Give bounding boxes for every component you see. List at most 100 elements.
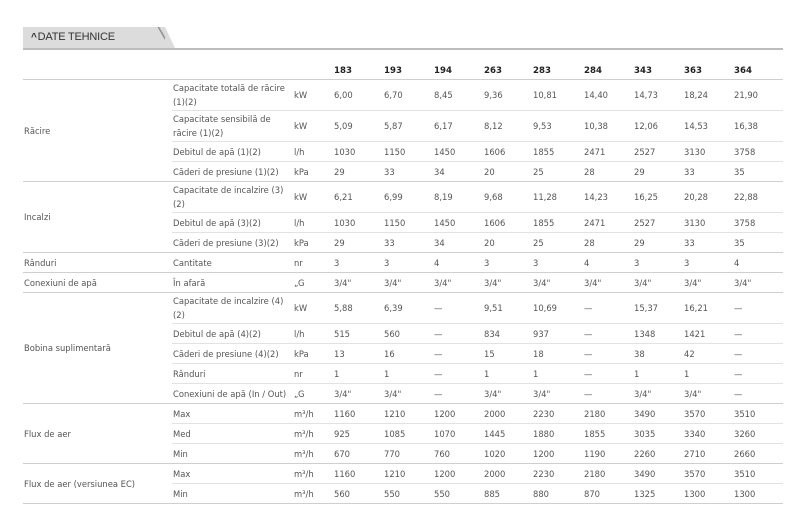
parameter-label: Med — [172, 423, 293, 444]
value-cell: 6,17 — [433, 110, 483, 142]
value-cell: 1 — [683, 363, 733, 384]
table-row: Debitul de apă (3)(2) l/h 1030 1150 1450 1606… — [23, 212, 783, 233]
value-cell: 33 — [683, 161, 733, 182]
value-cell: 3035 — [633, 423, 683, 444]
table-row: Rânduri nr 1 1—1 1—1 1— — [23, 363, 783, 384]
value-cell: 33 — [383, 161, 433, 182]
value-cell: 1210 — [383, 403, 433, 424]
value-cell: 14,40 — [583, 79, 633, 111]
value-cell: 5,87 — [383, 110, 433, 142]
table-row: Bobina suplimentară Capacitate de incalzi… — [23, 292, 783, 404]
value-cell: 2230 — [532, 403, 583, 424]
section-title[interactable]: ^DATE TEHNICE — [31, 31, 115, 43]
value-cell: 8,12 — [483, 110, 532, 142]
value-cell: 3/4" — [583, 272, 633, 293]
value-cell: 28 — [583, 232, 633, 253]
parameter-label: Debitul de apă (3)(2) — [172, 212, 293, 233]
value-cell: 4 — [733, 252, 783, 273]
value-cell: 2000 — [483, 403, 532, 424]
group-label: Rânduri — [23, 252, 172, 273]
value-cell: 1150 — [383, 212, 433, 233]
value-cell: 2527 — [633, 212, 683, 233]
header-empty-cell — [172, 62, 293, 80]
value-cell: 550 — [383, 483, 433, 504]
value-cell: 1 — [483, 363, 532, 384]
value-cell: 1606 — [483, 141, 532, 162]
value-cell: 1348 — [633, 323, 683, 344]
value-cell: 2660 — [733, 443, 783, 464]
value-cell: 2471 — [583, 141, 633, 162]
value-cell: 20 — [483, 232, 532, 253]
unit-label: l/h — [293, 141, 333, 162]
value-cell: 3758 — [733, 212, 783, 233]
value-cell: 3490 — [633, 463, 683, 484]
table-row: Incalzi Capacitate de incalzire (3) (2) kW… — [23, 181, 783, 253]
value-cell: 1020 — [483, 443, 532, 464]
value-cell: 18 — [532, 343, 583, 364]
value-cell: 3/4" — [433, 272, 483, 293]
value-cell: 937 — [532, 323, 583, 344]
header-empty-cell — [293, 62, 333, 80]
table-row: Căderi de presiune (3)(2) kPa 29 33 34 20 25 28… — [23, 232, 783, 253]
parameter-label: Rânduri — [172, 363, 293, 384]
value-cell: 33 — [383, 232, 433, 253]
value-cell: 25 — [532, 161, 583, 182]
value-cell: 8,45 — [433, 79, 483, 111]
value-cell: — — [733, 323, 783, 344]
value-cell: 13 — [333, 343, 383, 364]
value-cell: 1300 — [733, 483, 783, 504]
value-cell: 1150 — [383, 141, 433, 162]
value-cell: 2527 — [633, 141, 683, 162]
value-cell: 770 — [383, 443, 433, 464]
value-cell: 22,88 — [733, 181, 783, 213]
table-row: Conexiuni de apă (In / Out) „G 3/4" 3/4" —3/… — [23, 383, 783, 404]
value-cell: 12,06 — [633, 110, 683, 142]
table-row: Min m³/h 560 550 550 885 880 870 1325 1300 1300 — [23, 483, 783, 504]
value-cell: 1 — [532, 363, 583, 384]
value-cell: 20 — [483, 161, 532, 182]
value-cell: 3/4" — [483, 272, 532, 293]
section-header: ^DATE TEHNICE — [23, 27, 783, 50]
value-cell: 3/4" — [733, 272, 783, 293]
parameter-label: Capacitate totală de răcire (1)(2) — [172, 79, 293, 111]
unit-label: nr — [293, 252, 333, 273]
value-cell: 925 — [333, 423, 383, 444]
column-header-283: 283 — [532, 62, 583, 80]
unit-label: kW — [293, 181, 333, 213]
parameter-label: Capacitate de incalzire (3) (2) — [172, 181, 293, 213]
value-cell: 3130 — [683, 141, 733, 162]
table-row: Căderi de presiune (1)(2) kPa 29 33 34 20 25 28… — [23, 161, 783, 182]
value-cell: 885 — [483, 483, 532, 504]
table-row: Med m³/h 925 1085 1070 1445 1880 1855 3035 3340 32… — [23, 423, 783, 444]
unit-label: m³/h — [293, 483, 333, 504]
value-cell: 515 — [333, 323, 383, 344]
value-cell: 15 — [483, 343, 532, 364]
parameter-label: Min — [172, 443, 293, 464]
value-cell: 834 — [483, 323, 532, 344]
value-cell: 3 — [333, 252, 383, 273]
value-cell: — — [583, 323, 633, 344]
value-cell: 3/4" — [383, 272, 433, 293]
value-cell: 3/4" — [683, 272, 733, 293]
value-cell: 29 — [633, 161, 683, 182]
value-cell: 1070 — [433, 423, 483, 444]
value-cell: 1160 — [333, 463, 383, 484]
unit-label: kW — [293, 292, 333, 324]
value-cell: — — [733, 343, 783, 364]
value-cell: — — [583, 343, 633, 364]
date-tehnice-tab[interactable]: ^DATE TEHNICE — [23, 27, 175, 48]
value-cell: 28 — [583, 161, 633, 182]
table-row: Flux de aer Max m³/h 1160 1210 1200 2000 2230 21… — [23, 403, 783, 464]
value-cell: 11,28 — [532, 181, 583, 213]
value-cell: 3 — [532, 252, 583, 273]
table-row: Răcire Capacitate totală de răcire (1)(2)… — [23, 79, 783, 182]
parameter-label: În afară — [172, 272, 293, 293]
value-cell: 29 — [333, 161, 383, 182]
section-title-text: DATE TEHNICE — [37, 31, 115, 43]
group-label: Flux de aer (versiunea EC) — [23, 463, 172, 504]
value-cell: 1880 — [532, 423, 583, 444]
value-cell: — — [433, 343, 483, 364]
table-row: Căderi de presiune (4)(2) kPa 13 16—15 18—38… — [23, 343, 783, 364]
value-cell: 1085 — [383, 423, 433, 444]
value-cell: 10,81 — [532, 79, 583, 111]
